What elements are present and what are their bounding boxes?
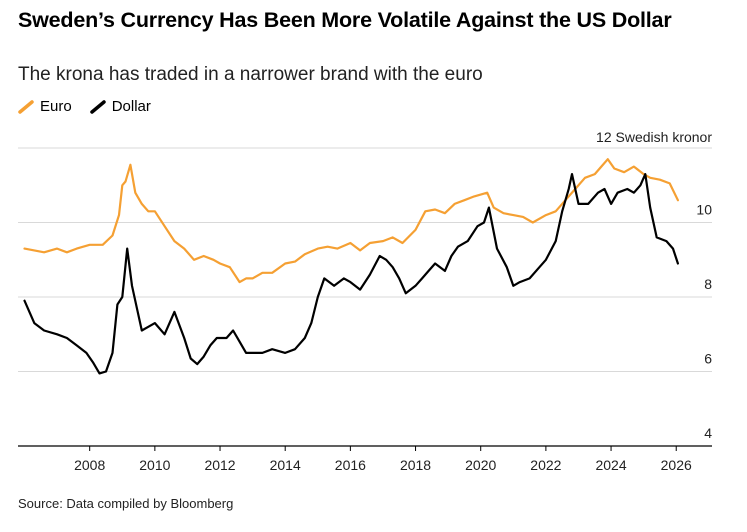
x-tick-label-2020: 2020 [465,457,496,473]
x-tick-label-2016: 2016 [335,457,366,473]
x-tick-label-2026: 2026 [661,457,692,473]
x-tick-label-2012: 2012 [204,457,235,473]
y-unit-label: 12 Swedish kronor [596,129,712,145]
chart-title: Sweden’s Currency Has Been More Volatile… [18,8,672,32]
series-line-dollar [23,173,680,375]
dollar-line-icon [89,99,106,114]
euro-line-icon [18,99,34,114]
x-tick-label-2010: 2010 [139,457,170,473]
legend-item-dollar: Dollar [89,98,151,115]
y-tick-label-8: 8 [704,276,712,292]
legend: Euro Dollar [18,98,169,115]
y-tick-label-4: 4 [704,425,712,441]
y-tick-label-6: 6 [704,351,712,367]
chart-subtitle: The krona has traded in a narrower brand… [18,64,483,85]
x-tick-label-2022: 2022 [530,457,561,473]
source-note: Source: Data compiled by Bloomberg [18,496,234,511]
x-tick-label-2008: 2008 [74,457,105,473]
series-line-euro [23,158,680,284]
legend-label-dollar: Dollar [111,98,151,115]
legend-item-euro: Euro [18,98,72,115]
x-tick-label-2018: 2018 [400,457,431,473]
y-tick-label-10: 10 [696,202,712,218]
x-tick-label-2024: 2024 [595,457,626,473]
legend-label-euro: Euro [40,98,72,115]
x-tick-label-2014: 2014 [270,457,301,473]
